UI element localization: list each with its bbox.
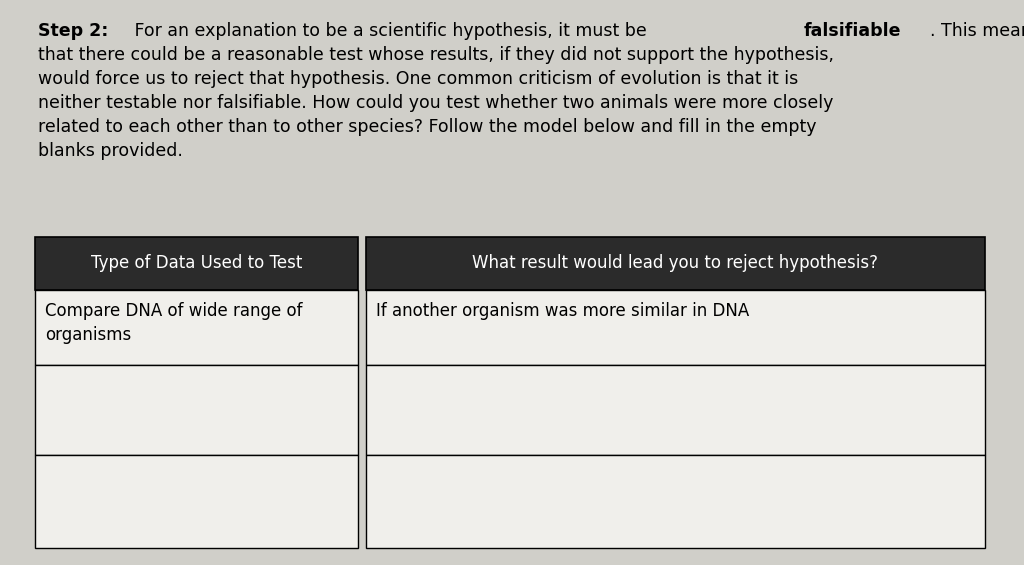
Text: Step 2:: Step 2: (38, 22, 109, 40)
Bar (35, 237, 358, 290)
Bar (366, 365, 985, 455)
Bar (35, 455, 358, 548)
Text: . This means: . This means (930, 22, 1024, 40)
Bar (366, 237, 985, 290)
Text: neither testable nor falsifiable. How could you test whether two animals were mo: neither testable nor falsifiable. How co… (38, 94, 834, 112)
Text: Compare DNA of wide range of
organisms: Compare DNA of wide range of organisms (45, 302, 302, 344)
Text: falsifiable: falsifiable (804, 22, 901, 40)
Bar (366, 290, 985, 365)
Text: If another organism was more similar in DNA: If another organism was more similar in … (376, 302, 750, 320)
Text: related to each other than to other species? Follow the model below and fill in : related to each other than to other spec… (38, 118, 816, 136)
Text: would force us to reject that hypothesis. One common criticism of evolution is t: would force us to reject that hypothesis… (38, 70, 799, 88)
Text: What result would lead you to reject hypothesis?: What result would lead you to reject hyp… (472, 254, 879, 272)
Bar (35, 290, 358, 365)
Text: that there could be a reasonable test whose results, if they did not support the: that there could be a reasonable test wh… (38, 46, 834, 64)
Text: Type of Data Used to Test: Type of Data Used to Test (91, 254, 302, 272)
Bar (35, 365, 358, 455)
Bar (366, 455, 985, 548)
Text: blanks provided.: blanks provided. (38, 142, 183, 160)
Text: For an explanation to be a scientific hypothesis, it must be: For an explanation to be a scientific hy… (129, 22, 652, 40)
